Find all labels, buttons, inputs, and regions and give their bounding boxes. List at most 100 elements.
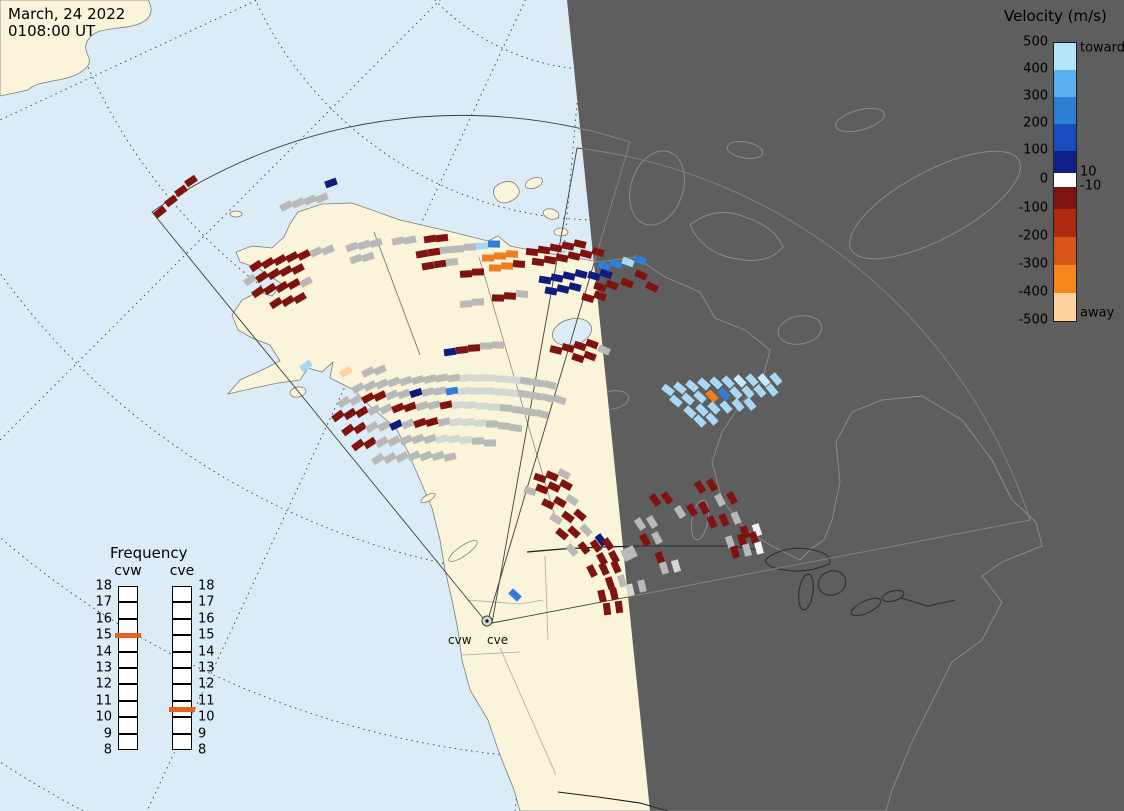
velocity-cell [435,434,449,444]
velocity-cell [685,379,699,393]
velocity-cell [164,194,178,208]
frequency-scale-cell [172,651,192,668]
velocity-cell [343,407,357,421]
colorbar-segment [1054,209,1076,237]
velocity-cell [473,419,487,427]
velocity-cell [497,422,511,430]
velocity-tick-label: 400 [1023,61,1048,77]
velocity-cell [724,535,736,549]
velocity-cell [437,417,451,427]
frequency-tick-label: 14 [95,644,112,660]
velocity-cell [299,359,313,373]
velocity-cell [553,394,567,406]
velocity-cell [517,389,531,399]
velocity-cell [443,347,457,357]
velocity-cell [500,262,514,270]
velocity-cell [433,386,447,396]
velocity-cell [363,436,377,450]
velocity-cell [251,285,265,299]
velocity-cell [748,531,760,545]
velocity-cell [355,405,369,419]
velocity-cell [555,253,569,263]
island-arctic-5 [726,141,764,159]
velocity-cell [491,341,505,349]
velocity-cell [541,393,555,403]
velocity-cell [491,294,505,302]
velocity-cell [423,374,437,384]
velocity-cell [739,525,751,539]
velocity-cell [543,380,557,390]
velocity-cell [719,400,733,414]
frequency-scale-cell [118,668,138,685]
velocity-cell [729,386,743,400]
velocity-cell [601,537,615,551]
velocity-cell [598,562,610,576]
velocity-cell [505,250,519,258]
velocity-cell [602,602,612,616]
velocity-cell [481,254,495,262]
velocity-cell [369,237,383,249]
velocity-cell [593,281,607,293]
velocity-cell [561,241,575,251]
velocity-cell [585,338,599,350]
velocity-tick-label: -400 [1018,284,1048,300]
velocity-cell [255,270,269,284]
velocity-cell [583,350,597,362]
colorbar-segment [1054,43,1076,70]
frequency-tick-label: 8 [198,742,207,758]
frequency-scale-cell [118,684,138,701]
frequency-tick-label: 8 [103,742,112,758]
velocity-cell [525,247,539,257]
velocity-cell [421,261,435,271]
velocity-cell [184,174,198,188]
velocity-cell [449,417,463,427]
velocity-cell [357,239,371,251]
velocity-cell [562,271,576,281]
velocity-cell [669,394,683,408]
velocity-cell [467,344,481,352]
velocity-cell [431,450,445,462]
velocity-cell [609,587,619,601]
velocity-cell [561,510,575,524]
island-arctic-6 [835,107,885,133]
velocity-cell [547,481,561,493]
velocity-cell [523,407,537,417]
velocity-cell [341,423,355,437]
velocity-cell [415,400,429,412]
velocity-cell [415,249,429,259]
velocity-cell [345,241,359,253]
island-banks [629,150,685,226]
velocity-cell [263,282,277,296]
velocity-cell [538,275,552,285]
velocity-cell [741,385,755,399]
velocity-cell [512,260,526,268]
velocity-cell [693,414,707,428]
velocity-cell [339,365,353,379]
velocity-cell [571,352,585,364]
frequency-scale-cell [118,651,138,668]
colorbar-segment [1054,187,1076,209]
colorbar-segment [1054,97,1076,124]
colorbar-segment [1054,70,1076,97]
velocity-cell [705,478,719,492]
velocity-cell [681,392,695,406]
velocity-cell [605,279,619,291]
velocity-cell [599,268,613,280]
velocity-cell [751,523,763,537]
velocity-cell [483,439,497,447]
frequency-scale-cell [118,602,138,619]
lake-erie [850,597,882,617]
velocity-cell [361,251,375,263]
velocity-cell [556,284,570,294]
velocity-cell [695,403,709,417]
velocity-cell [479,342,493,350]
lake-winnipeg [690,499,710,541]
velocity-cell [597,589,607,603]
velocity-cell [718,513,730,527]
frequency-tick-label: 12 [95,676,112,692]
colorbar-segment [1054,124,1076,151]
velocity-cell [395,451,409,463]
velocity-cell [419,450,433,462]
radar-site-label-cvw: cvw [448,633,472,647]
velocity-cell [493,388,507,396]
